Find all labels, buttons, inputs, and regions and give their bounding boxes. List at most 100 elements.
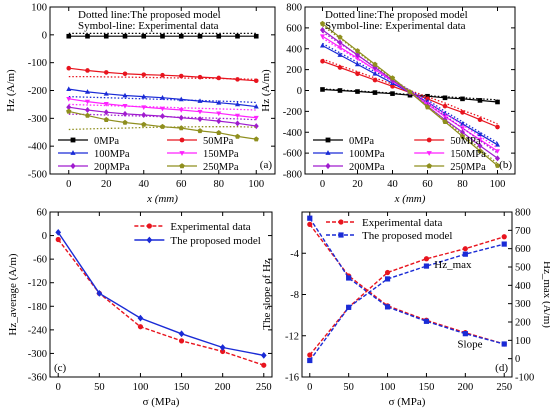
data-point <box>477 98 483 103</box>
legend-label: The proposed model <box>170 235 260 247</box>
data-point <box>477 148 483 154</box>
data-point <box>307 352 313 358</box>
y-tick-label: 800 <box>286 3 302 14</box>
data-point <box>501 241 507 247</box>
data-point <box>384 269 391 276</box>
data-point <box>66 65 72 71</box>
x-tick-label: 20 <box>101 179 112 190</box>
series-0MPa <box>66 32 259 39</box>
legend-label: 50MPa <box>203 136 234 147</box>
x-axis-label: x (mm) <box>394 193 426 205</box>
data-point <box>84 106 91 113</box>
series-line <box>309 217 505 345</box>
data-point <box>253 33 259 39</box>
data-point <box>320 58 325 64</box>
y-tick-label: -180 <box>28 302 47 313</box>
legend-label: 150MPa <box>203 149 239 160</box>
data-point <box>337 88 343 93</box>
data-point <box>197 33 203 39</box>
panel-label: (d) <box>495 362 508 374</box>
data-point <box>103 70 109 75</box>
data-point <box>178 125 184 131</box>
data-point <box>307 357 313 364</box>
data-point <box>424 104 431 110</box>
data-point <box>337 39 343 46</box>
panel-label: (c) <box>54 362 67 374</box>
x-tick-label: 100 <box>490 179 506 190</box>
y-axis-label: Hz_average (A/m) <box>7 253 19 335</box>
data-point <box>319 20 326 26</box>
data-point <box>141 112 147 118</box>
data-point <box>337 34 343 40</box>
panel-label: (b) <box>499 159 512 171</box>
data-point <box>477 142 483 149</box>
y-tick-label: -400 <box>283 128 302 139</box>
x-tick-label: 150 <box>419 382 435 393</box>
y2-tick-label: 500 <box>515 263 531 274</box>
data-point <box>462 246 468 252</box>
data-point <box>159 113 166 120</box>
data-point <box>197 109 203 115</box>
data-point <box>494 149 501 154</box>
legend-label: 150MPa <box>450 149 486 160</box>
x-tick-label: 40 <box>139 179 150 190</box>
data-point <box>354 61 361 67</box>
y2-tick-label: 300 <box>515 299 531 310</box>
legend-marker <box>179 137 185 143</box>
data-point <box>261 362 267 368</box>
legend-marker <box>426 163 432 169</box>
data-point <box>122 119 128 125</box>
legend-item: 0MPa <box>58 136 119 147</box>
data-point <box>442 110 448 116</box>
legend-item: The proposed model <box>134 235 261 247</box>
data-point <box>307 215 313 221</box>
y-tick-label: -8 <box>290 290 299 301</box>
data-point <box>337 65 343 70</box>
legend-item: 200MPa <box>313 162 385 173</box>
y-tick-label: -200 <box>283 107 302 118</box>
data-point <box>141 93 147 99</box>
data-point <box>346 304 352 310</box>
data-point <box>423 256 430 262</box>
legend-marker <box>325 150 331 155</box>
y-tick-label: -4 <box>290 249 299 260</box>
data-point <box>384 276 391 282</box>
data-point <box>216 130 222 135</box>
series-50MPa <box>66 65 259 84</box>
y-tick-label: 60 <box>37 208 48 219</box>
data-point <box>372 71 378 76</box>
legend-marker <box>179 151 185 156</box>
data-point <box>495 124 500 130</box>
data-point <box>178 73 184 79</box>
y2-tick-label: 700 <box>515 226 531 237</box>
data-point <box>390 84 395 89</box>
data-point <box>103 91 109 96</box>
data-point <box>372 61 378 67</box>
x-tick-label: 50 <box>94 382 105 393</box>
series-250MPa <box>66 108 259 142</box>
data-point <box>390 91 395 96</box>
data-point <box>407 89 413 95</box>
data-point <box>66 108 72 114</box>
legend-item: 150MPa <box>414 149 486 160</box>
data-point <box>103 102 109 107</box>
y-tick-label: -120 <box>28 278 47 289</box>
legend-item: 250MPa <box>414 162 486 173</box>
legend-label: Experimental data <box>362 217 442 229</box>
legend-marker <box>146 236 153 244</box>
data-point <box>253 136 259 142</box>
data-point <box>372 90 378 95</box>
data-point <box>122 92 128 98</box>
legend-item: The proposed model <box>326 230 452 242</box>
series-line <box>309 236 505 356</box>
x-tick-label: 200 <box>457 382 473 393</box>
data-point <box>66 97 72 102</box>
legend-label: 100MPa <box>349 149 385 160</box>
y-tick-label: -300 <box>28 349 47 360</box>
model-line <box>322 58 498 125</box>
data-point <box>494 162 501 168</box>
data-point <box>141 105 147 110</box>
data-point <box>137 314 144 322</box>
legend-item: 100MPa <box>58 149 130 160</box>
